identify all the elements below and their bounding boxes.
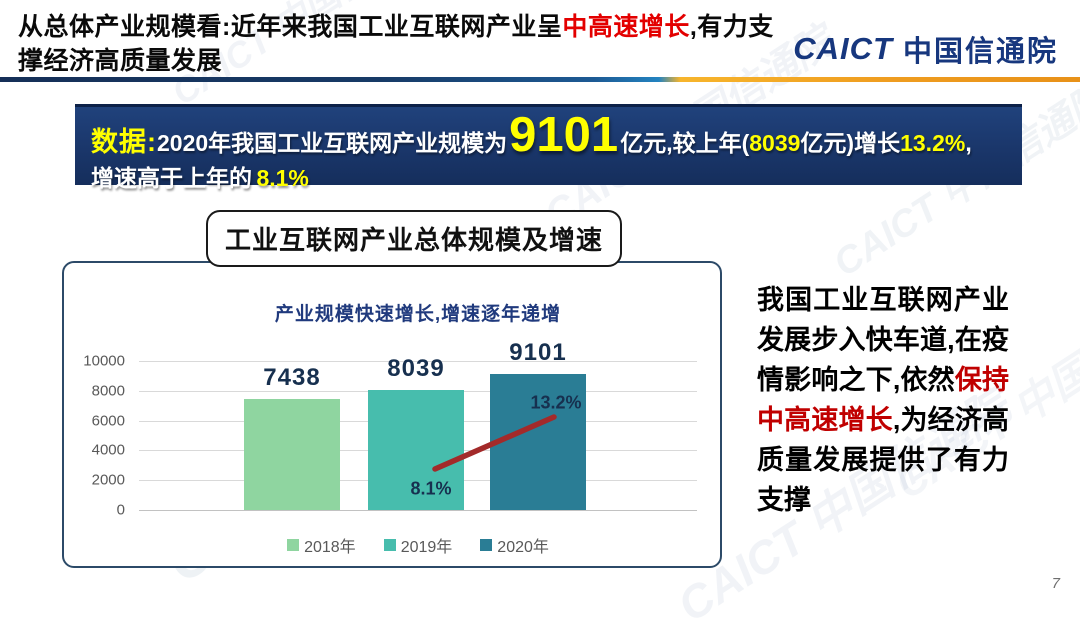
caict-logo-chinese: 中国信通院: [902, 36, 1058, 68]
y-tick-label: 8000: [91, 382, 125, 400]
banner-seg4: ,: [965, 130, 972, 156]
banner-line2-pre: 增速高于上年的: [91, 165, 252, 191]
chart-legend: 2018年 2019年 2020年: [139, 533, 697, 557]
caict-logo-text: CAICT: [793, 31, 893, 66]
page-title-post: ,有力支撑经济高质量发展: [18, 13, 774, 75]
banner-seg3: 亿元)增长: [800, 130, 901, 156]
page-title-highlight: 中高速增长: [562, 13, 690, 41]
data-banner-line1: 数据: 2020年我国工业互联网产业规模为 9101 亿元,较上年( 8039 …: [91, 111, 1006, 160]
bar-2018年: [244, 399, 340, 510]
y-tick-label: 4000: [91, 441, 125, 459]
gridline: [139, 361, 697, 362]
commentary-highlight: 保持中高速增长: [757, 365, 1009, 435]
growth-label: 13.2%: [530, 392, 582, 413]
page-number: 7: [1051, 575, 1060, 592]
y-tick-label: 2000: [91, 471, 125, 489]
chart-title-box: 工业互联网产业总体规模及增速: [206, 210, 622, 267]
bar-value-label: 7438: [263, 364, 321, 392]
bar-2020年: [490, 374, 586, 510]
legend-item-2018年: 2018年: [287, 533, 356, 557]
y-tick-label: 0: [116, 501, 125, 519]
legend-swatch: [480, 539, 493, 551]
data-banner: 数据: 2020年我国工业互联网产业规模为 9101 亿元,较上年( 8039 …: [75, 104, 1022, 191]
header-divider: [0, 77, 1080, 82]
growth-label: 8.1%: [410, 478, 452, 499]
legend-swatch: [287, 539, 300, 551]
page-title: 从总体产业规模看:近年来我国工业互联网产业呈中高速增长,有力支撑经济高质量发展: [18, 10, 790, 78]
commentary-pre: 我国工业互联网产业发展步入快车道,在疫情影响之下,依然: [757, 285, 1009, 395]
bar-chart-plot: 7438 8039 9101 8.1% 13.2%: [139, 339, 697, 511]
legend-label: 2019年: [400, 539, 453, 556]
banner-growth-value: 13.2%: [900, 130, 966, 156]
banner-big-value: 9101: [509, 108, 619, 162]
legend-swatch: [383, 539, 396, 551]
legend-label: 2018年: [304, 539, 356, 556]
legend-item-2020年: 2020年: [480, 533, 549, 557]
chart-panel: 产业规模快速增长,增速逐年递增 0 2000 4000 6000 8000 10000 7…: [62, 261, 722, 568]
banner-line2-value: 8.1%: [256, 165, 309, 191]
data-banner-label: 数据:: [91, 127, 157, 157]
bar-value-label: 9101: [509, 339, 567, 367]
data-banner-line2: 增速高于上年的 8.1%: [91, 159, 1006, 193]
y-axis: 0 2000 4000 6000 8000 10000: [64, 353, 125, 519]
commentary-text: 我国工业互联网产业发展步入快车道,在疫情影响之下,依然保持中高速增长,为经济高质…: [757, 280, 1009, 520]
gridline: [139, 510, 697, 511]
caict-logo-mark: CAICT: [793, 31, 893, 67]
page-title-pre: 从总体产业规模看:近年来我国工业互联网产业呈: [18, 13, 563, 41]
y-tick-label: 10000: [83, 352, 125, 370]
bar-2019年: [368, 390, 464, 510]
caict-logo: CAICT 中国信通院: [793, 28, 1058, 70]
y-tick-label: 6000: [91, 412, 125, 430]
chart-subtitle: 产业规模快速增长,增速逐年递增: [274, 304, 562, 325]
growth-line: [432, 414, 557, 472]
commentary-post: ,为经济高质量发展提供了有力支撑: [757, 405, 1009, 515]
legend-item-2019年: 2019年: [383, 533, 453, 557]
chart-title: 工业互联网产业总体规模及增速: [224, 225, 603, 255]
legend-label: 2020年: [497, 539, 549, 556]
bar-value-label: 8039: [387, 355, 445, 383]
banner-seg1: 2020年我国工业互联网产业规模为: [157, 130, 508, 156]
banner-seg2: 亿元,较上年(: [620, 130, 750, 156]
banner-prev-value: 8039: [749, 130, 801, 156]
